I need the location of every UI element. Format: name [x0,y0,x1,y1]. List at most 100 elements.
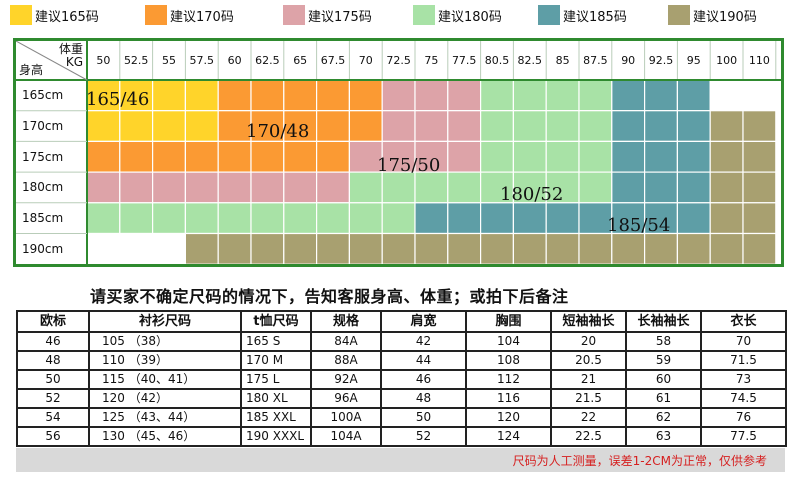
weight-header: 82.5 [517,54,543,67]
weight-header: 72.5 [386,54,411,67]
matrix-cell [184,202,219,235]
matrix-cell [152,110,187,142]
matrix-cell [447,232,482,264]
matrix-cell [512,232,547,264]
cell-short-sleeve: 20 [550,331,627,352]
matrix-cell [676,140,711,173]
matrix-cell [184,140,219,173]
legend-label: 建议175码 [308,9,372,25]
matrix-cell [643,79,678,112]
matrix-cell [316,232,351,264]
matrix-cell [217,171,252,204]
cell-length: 76 [700,407,787,428]
matrix-corner: 体重 KG 身高 [16,41,87,80]
matrix-cell [414,140,449,173]
table-row: 54 125 （43、44） 185 XXL 100A 50 120 22 62 76 [16,407,787,428]
matrix-cell [709,171,744,204]
corner-weight: 体重 [58,42,83,56]
corner-unit: KG [65,55,83,69]
cell-long-sleeve: 62 [625,407,702,428]
matrix-cell [348,79,383,112]
matrix-cell [512,110,547,142]
matrix-cell [283,202,318,235]
matrix-cell [512,140,547,173]
cell-eu: 52 [16,388,90,409]
cell-shoulder: 52 [380,426,467,447]
height-header: 175cm [22,149,64,164]
matrix-cell [611,79,646,112]
instruction-text: 请买家不确定尺码的情况下，告知客服身高、体重；或拍下后备注 [90,287,569,306]
cell-shirt: 105 （38） [88,331,242,352]
legend-swatch [283,5,305,25]
matrix-cell [250,140,285,173]
cell-tshirt: 185 XXL [240,407,312,428]
cell-spec: 88A [310,350,382,371]
matrix-cell [316,110,351,142]
cell-tshirt: 165 S [240,331,312,352]
weight-header: 85 [555,54,570,67]
cell-chest: 116 [465,388,552,409]
matrix-grid [16,41,781,264]
matrix-cell [676,79,711,112]
matrix-cell [283,171,318,204]
table-row: 50 115 （40、41） 175 L 92A 46 112 21 60 73 [16,369,787,390]
matrix-cell [709,110,744,142]
weight-header: 87.5 [583,54,608,67]
cell-spec: 92A [310,369,382,390]
weight-header: 75 [424,54,439,67]
header-long-sleeve: 长袖袖长 [625,310,702,333]
legend-label: 建议190码 [693,9,757,25]
matrix-cell [742,171,777,204]
matrix-cell [217,202,252,235]
height-header: 185cm [22,211,64,226]
matrix-cell [742,232,777,264]
legend-label: 建议165码 [35,9,99,25]
matrix-cell [676,202,711,235]
cell-length: 71.5 [700,350,787,371]
cell-shoulder: 46 [380,369,467,390]
matrix-cell [348,140,383,173]
cell-tshirt: 190 XXXL [240,426,312,447]
cell-short-sleeve: 22 [550,407,627,428]
matrix-cell [480,79,515,112]
matrix-cell [184,79,219,112]
matrix-cell [709,79,744,112]
cell-length: 77.5 [700,426,787,447]
matrix-cell [545,202,580,235]
matrix-cell [643,202,678,235]
matrix-cell [184,232,219,264]
header-shirt: 衬衫尺码 [88,310,242,333]
matrix-cell [152,232,187,264]
size-legend: 建议165码 建议170码 建议175码 建议180码 建议185码 建议190… [10,0,790,30]
matrix-cell [381,171,416,204]
size-table: 欧标 衬衫尺码 t恤尺码 规格 肩宽 胸围 短袖袖长 长袖袖长 衣长 46 105… [16,310,787,447]
weight-header: 110 [748,54,770,67]
legend-swatch [668,5,690,25]
weight-header: 62.5 [255,54,280,67]
matrix-cell [578,232,613,264]
cell-length: 70 [700,331,787,352]
legend-swatch [10,5,32,25]
cell-length: 74.5 [700,388,787,409]
size-tag-175: 175/50 [377,155,441,176]
matrix-cell [709,202,744,235]
weight-header: 65 [293,54,308,67]
cell-tshirt: 170 M [240,350,312,371]
table-row: 56 130 （45、46） 190 XXXL 104A 52 124 22.5 63 77.5 [16,426,787,447]
cell-eu: 56 [16,426,90,447]
matrix-cell [414,79,449,112]
cell-shirt: 115 （40、41） [88,369,242,390]
legend-item-175: 建议175码 [283,3,372,27]
cell-chest: 104 [465,331,552,352]
cell-chest: 120 [465,407,552,428]
matrix-cell [742,202,777,235]
matrix-cell [414,232,449,264]
legend-item-180: 建议180码 [413,3,502,27]
weight-header: 67.5 [320,54,346,67]
matrix-cell [381,79,416,112]
matrix-cell [348,171,383,204]
matrix-cell [480,202,515,235]
legend-item-165: 建议165码 [10,3,99,27]
matrix-cell [545,171,580,204]
weight-header: 95 [686,54,701,67]
